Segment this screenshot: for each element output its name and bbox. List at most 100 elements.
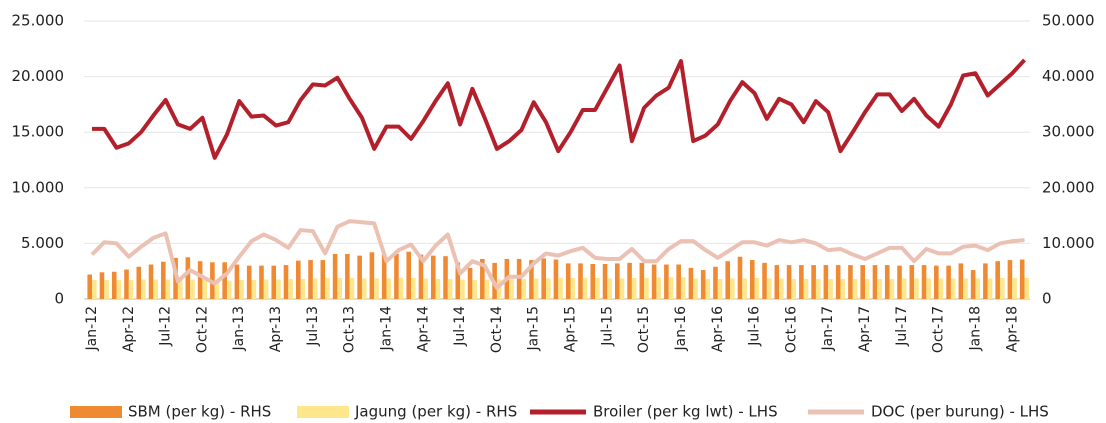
bar (766, 278, 772, 299)
bar (308, 260, 313, 299)
y-tick-label: 5.000 (21, 234, 64, 252)
bar (717, 278, 723, 299)
x-tick-label: Apr-17 (857, 306, 873, 352)
bar (312, 278, 318, 299)
bar (872, 265, 878, 299)
y-tick-label: 15.000 (12, 123, 65, 141)
x-tick-label: Apr-12 (121, 306, 137, 352)
bar (987, 278, 993, 299)
bar (234, 264, 240, 299)
bar (840, 278, 846, 299)
x-tick-label: Jul-17 (894, 306, 910, 347)
bar (529, 260, 534, 299)
bar (423, 278, 428, 299)
bar (553, 259, 559, 299)
bar (835, 265, 841, 299)
bar (668, 277, 674, 299)
bar (786, 265, 792, 299)
bar (590, 263, 596, 299)
bar (300, 278, 306, 299)
bar (136, 266, 142, 299)
x-tick-label: Apr-18 (1004, 306, 1020, 352)
bar (177, 279, 183, 299)
x-tick-label: Jul-12 (158, 306, 174, 347)
bar (848, 265, 853, 299)
x-tick-label: Jul-15 (599, 306, 615, 347)
y2-tick-label: 20.000 (1042, 178, 1095, 196)
y2-tick-label: 10.000 (1042, 234, 1095, 252)
y-tick-label: 0 (54, 290, 64, 308)
bar (288, 278, 293, 299)
bar (639, 262, 645, 299)
bar (1007, 260, 1013, 299)
bar (570, 277, 576, 299)
bar (533, 278, 539, 299)
bar (246, 265, 252, 299)
bar (124, 269, 129, 299)
bar (725, 261, 731, 299)
bar (897, 265, 902, 299)
bar (730, 278, 735, 299)
bar (141, 279, 146, 299)
bar (239, 280, 244, 299)
bar (386, 278, 392, 299)
y2-tick-label: 50.000 (1042, 12, 1095, 30)
bar (828, 278, 833, 299)
bar (99, 272, 105, 299)
bar (251, 280, 257, 299)
bar (865, 278, 870, 299)
x-tick-label: Jul-14 (452, 306, 468, 347)
bar (688, 267, 694, 299)
bar (357, 255, 362, 299)
bar (259, 265, 264, 299)
bar (762, 262, 767, 299)
x-tick-label: Oct-17 (931, 306, 947, 353)
bar (460, 279, 465, 299)
y-tick-label: 20.000 (12, 67, 65, 85)
bar (602, 263, 608, 299)
bar (676, 264, 681, 299)
bar (295, 260, 301, 299)
bar (325, 277, 330, 299)
bar (87, 274, 92, 299)
bar (153, 279, 158, 299)
bar (111, 271, 117, 299)
bar (999, 277, 1005, 299)
bar (558, 277, 563, 299)
x-tick-label: Oct-13 (342, 306, 358, 353)
bar (455, 262, 461, 299)
bar (884, 265, 890, 299)
bar (921, 265, 927, 299)
bar (467, 267, 473, 299)
y2-tick-label: 40.000 (1042, 67, 1095, 85)
bar (909, 265, 915, 299)
x-tick-label: Apr-16 (710, 306, 726, 352)
bar (369, 252, 375, 299)
bar (619, 278, 625, 299)
bar (926, 278, 931, 299)
x-tick-label: Jan-15 (526, 306, 542, 351)
x-tick-label: Oct-14 (489, 306, 505, 353)
y-tick-label: 25.000 (12, 12, 65, 30)
bar (656, 277, 662, 299)
bar (963, 278, 968, 299)
bar (975, 278, 981, 299)
y2-tick-label: 30.000 (1042, 123, 1095, 141)
x-tick-label: Jan-18 (967, 306, 983, 351)
bar (418, 254, 424, 299)
bar (578, 263, 583, 299)
bar (406, 251, 412, 299)
bar (430, 255, 436, 299)
bar (946, 265, 951, 299)
bar (811, 265, 816, 299)
bar (950, 278, 956, 299)
bar (1024, 277, 1030, 299)
bar (914, 278, 919, 299)
bar (970, 270, 976, 299)
bar (484, 279, 490, 299)
x-tick-label: Jan-16 (673, 306, 689, 352)
bar (276, 279, 281, 299)
x-tick-label: Jul-13 (305, 306, 321, 347)
bar (496, 279, 502, 299)
bar (283, 265, 289, 299)
